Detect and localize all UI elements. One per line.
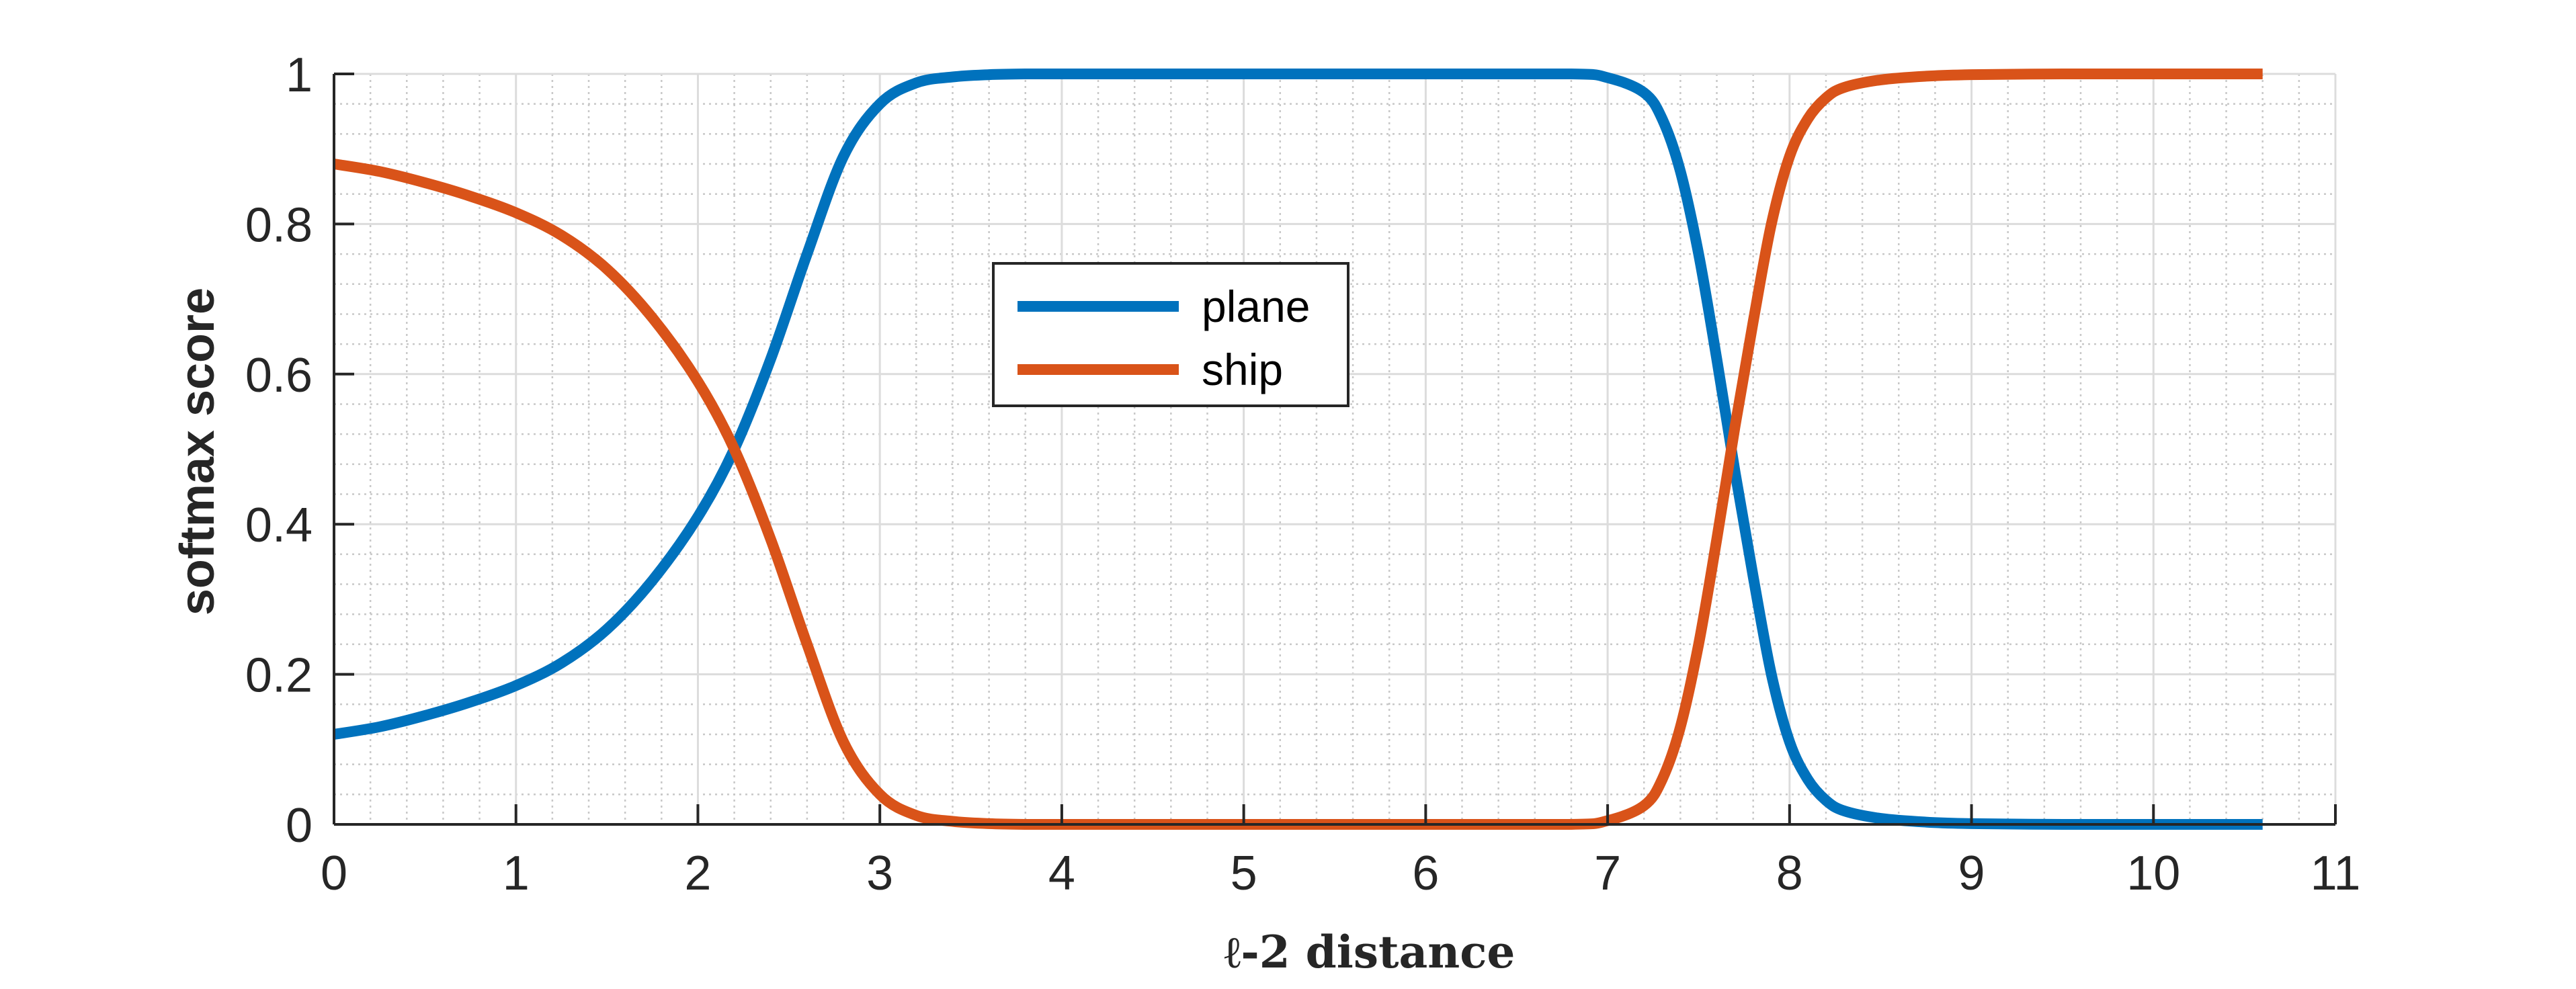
y-tick-label: 0.4 [245, 499, 313, 552]
x-tick-label: 3 [866, 847, 893, 900]
minor-grid [334, 74, 2335, 824]
x-tick-label: 5 [1231, 847, 1257, 900]
x-axis-label: ℓ-2 distance [1224, 926, 1515, 978]
tick-labels: 0 1 2 3 4 5 6 7 8 9 10 11 0 0.2 0.4 0.6 0.8 1 [245, 48, 2360, 900]
y-tick-label: 0.2 [245, 649, 313, 703]
legend: plane ship [992, 262, 1349, 407]
legend-box [992, 262, 1349, 407]
legend-label-plane: plane [1202, 282, 1311, 331]
legend-label-ship: ship [1202, 345, 1283, 394]
series-line-plane [333, 68, 2263, 830]
axes [333, 73, 2337, 826]
y-tick-label: 0.8 [245, 198, 313, 252]
x-tick-label: 2 [684, 847, 711, 900]
x-tick-label: 4 [1048, 847, 1075, 900]
x-tick-label: 8 [1776, 847, 1803, 900]
y-tick-label: 0.6 [245, 349, 313, 402]
x-tick-label: 10 [2126, 847, 2180, 900]
x-tick-label: 0 [321, 847, 347, 900]
x-tick-label: 1 [503, 847, 530, 900]
x-tick-label: 7 [1594, 847, 1621, 900]
x-tick-label: 9 [1958, 847, 1985, 900]
plot-background [334, 74, 2335, 824]
y-tick-label: 1 [286, 48, 313, 102]
y-axis-label: softmax score [171, 288, 224, 615]
x-tick-label: 6 [1412, 847, 1439, 900]
x-tick-label: 11 [2311, 847, 2361, 900]
y-tick-label: 0 [286, 799, 313, 853]
